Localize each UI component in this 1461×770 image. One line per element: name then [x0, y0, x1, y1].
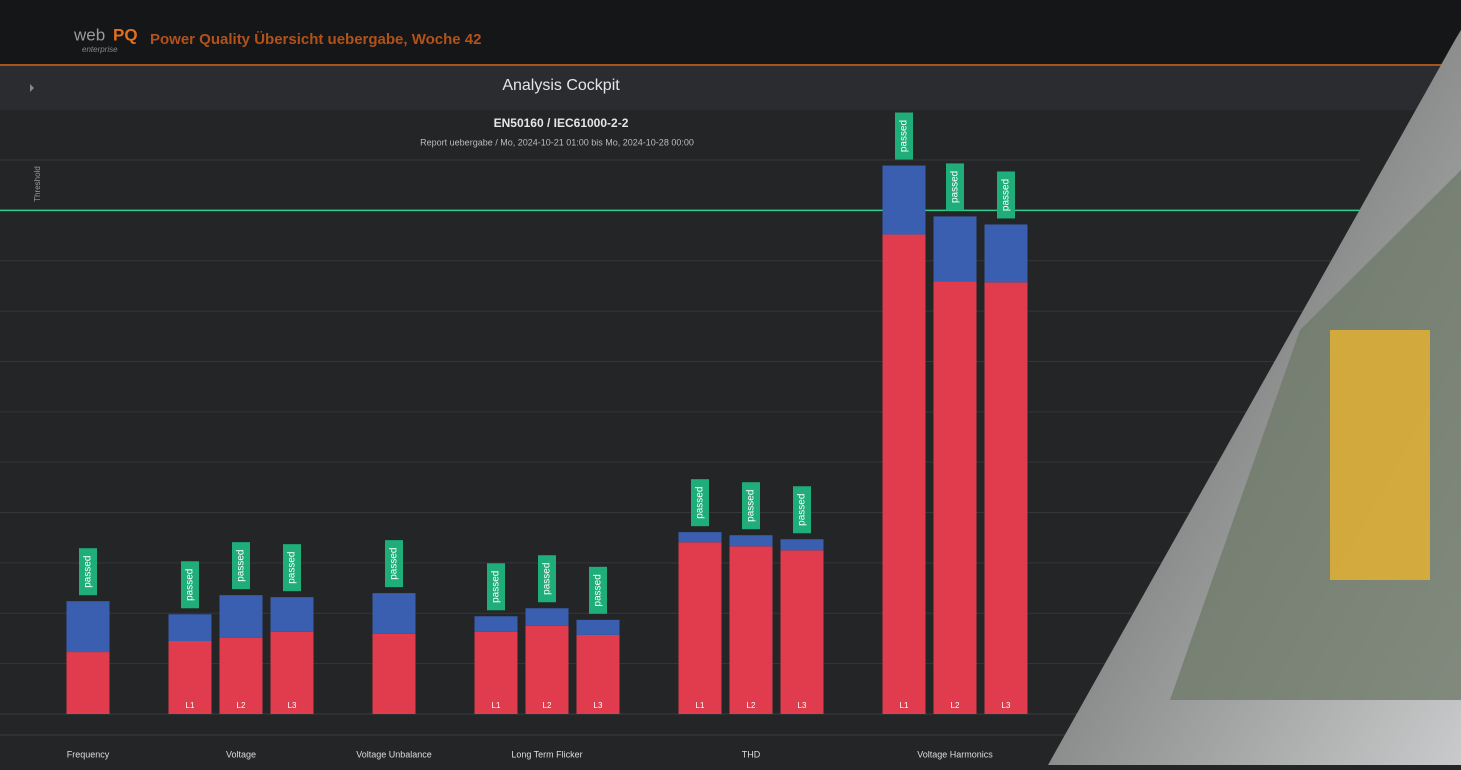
status-label: passed — [185, 569, 196, 601]
status-label: passed — [491, 571, 502, 603]
photo-module — [1330, 330, 1430, 580]
bar-label: L3 — [594, 701, 603, 710]
status-badge — [385, 540, 403, 588]
x-tick-label: Long Term Flicker — [511, 749, 582, 759]
status-badge — [742, 482, 760, 530]
status-label: passed — [593, 574, 604, 606]
bar-segment — [780, 550, 824, 714]
bar-segment — [270, 597, 314, 632]
header-rule — [0, 64, 1461, 66]
status-badge — [232, 542, 250, 590]
status-label: passed — [83, 556, 94, 588]
status-badge — [538, 555, 556, 603]
bar-segment — [474, 616, 518, 632]
bar-label: L3 — [798, 701, 807, 710]
logo-web: web — [73, 25, 105, 44]
bar-label: L3 — [1002, 701, 1011, 710]
bar-segment — [678, 542, 722, 714]
x-tick-label: Voltage Harmonics — [917, 749, 993, 759]
plot: Threshold Frequency Voltage Voltage Unbalan… — [0, 112, 1360, 759]
toolbar-title: Analysis Cockpit — [502, 77, 620, 94]
bar-segment — [372, 633, 416, 714]
header-title: Power Quality Übersicht uebergabe, Woche… — [150, 31, 482, 48]
status-label: passed — [542, 563, 553, 595]
bar-label: L2 — [747, 701, 756, 710]
bar-segment — [933, 216, 977, 282]
bar-segment — [933, 281, 977, 714]
status-badge — [283, 544, 301, 592]
logo-pq: PQ — [113, 25, 138, 44]
status-badge — [79, 548, 97, 596]
status-label: passed — [950, 171, 961, 203]
bar-label: L1 — [900, 701, 909, 710]
bar-segment — [882, 165, 926, 235]
bar-segment — [66, 601, 110, 653]
bar-segment — [576, 619, 620, 635]
bar-segment — [984, 282, 1028, 714]
bar-segment — [729, 535, 773, 547]
status-badge — [793, 486, 811, 534]
bar-segment — [984, 224, 1028, 283]
bar-segment — [372, 593, 416, 634]
status-badge — [895, 112, 913, 160]
x-tick-label: Voltage — [226, 749, 256, 759]
expand-arrow[interactable] — [30, 84, 34, 92]
bar-label: L1 — [186, 701, 195, 710]
status-badge — [181, 561, 199, 609]
x-tick-label: Frequency — [67, 749, 110, 759]
header-bar — [0, 0, 1461, 64]
chart-title: EN50160 / IEC61000-2-2 — [494, 116, 629, 130]
status-label: passed — [287, 552, 298, 584]
status-label: passed — [746, 490, 757, 522]
x-tick-label: THD — [742, 749, 761, 759]
bar-segment — [729, 546, 773, 714]
bar-segment — [678, 532, 722, 543]
bar-segment — [219, 595, 263, 638]
bar-segment — [270, 631, 314, 714]
bar-label: L2 — [237, 701, 246, 710]
bar-segment — [168, 614, 212, 641]
status-badge — [946, 163, 964, 211]
bar-label: L2 — [951, 701, 960, 710]
bar-segment — [780, 539, 824, 551]
bar-segment — [882, 234, 926, 714]
status-label: passed — [236, 550, 247, 582]
status-badge — [487, 563, 505, 611]
bar-label: L1 — [696, 701, 705, 710]
bar-segment — [219, 637, 263, 714]
x-tick-label: Voltage Unbalance — [356, 749, 432, 759]
bar-segment — [474, 631, 518, 714]
status-badge — [589, 566, 607, 614]
status-label: passed — [695, 487, 706, 519]
chart-subtitle: Report uebergabe / Mo, 2024-10-21 01:00 … — [420, 137, 694, 147]
status-badge — [997, 171, 1015, 219]
bar-segment — [168, 640, 212, 714]
bar-segment — [525, 625, 569, 714]
bar-segment — [576, 634, 620, 714]
bar-segment — [525, 608, 569, 626]
bar-label: L2 — [543, 701, 552, 710]
toolbar — [0, 66, 1461, 110]
status-label: passed — [389, 548, 400, 580]
bar-label: L3 — [288, 701, 297, 710]
bar-label: L1 — [492, 701, 501, 710]
bar-segment — [66, 652, 110, 714]
status-label: passed — [899, 120, 910, 152]
status-label: passed — [797, 494, 808, 526]
logo-sub: enterprise — [82, 45, 118, 54]
status-label: passed — [1001, 179, 1012, 211]
threshold-label: Threshold — [33, 166, 42, 202]
status-badge — [691, 479, 709, 527]
